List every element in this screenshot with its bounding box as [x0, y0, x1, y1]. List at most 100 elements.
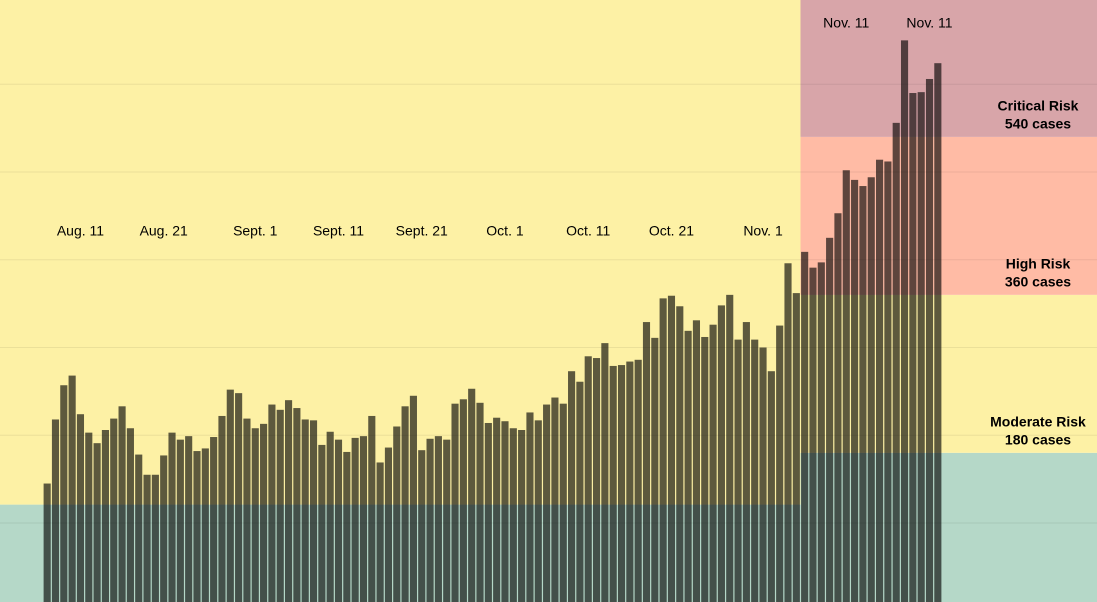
bar	[85, 432, 93, 602]
bar	[459, 399, 467, 602]
bar	[409, 395, 417, 602]
bar	[501, 421, 509, 602]
bar	[659, 298, 667, 602]
bar	[43, 483, 51, 602]
bar	[651, 337, 659, 602]
risk-zone	[800, 294, 1097, 453]
bar	[218, 415, 226, 602]
bar	[251, 428, 259, 602]
bar	[168, 432, 176, 602]
bar	[592, 358, 601, 602]
bar	[309, 420, 318, 602]
risk-zone	[800, 136, 1097, 295]
bar	[51, 419, 60, 602]
bar	[559, 403, 567, 602]
bar	[509, 428, 517, 602]
bar	[601, 343, 609, 602]
bar	[476, 402, 484, 602]
bar	[101, 430, 109, 602]
bar	[93, 443, 101, 602]
zone-low	[800, 452, 1097, 602]
bar	[667, 295, 676, 602]
bar	[484, 422, 492, 602]
bar	[534, 420, 542, 602]
bar	[359, 436, 368, 602]
bar	[393, 426, 401, 602]
x-tick-label: Oct. 11	[566, 223, 610, 239]
bar	[884, 161, 892, 602]
bar	[401, 406, 409, 602]
bar	[185, 436, 193, 602]
bar	[334, 439, 343, 602]
bar	[826, 237, 834, 602]
risk-name: High Risk	[1006, 256, 1071, 272]
bar	[226, 389, 234, 602]
bar	[210, 437, 218, 602]
bar	[892, 122, 900, 602]
x-tick-label: Oct. 1	[486, 223, 524, 239]
bar	[626, 361, 634, 602]
bar	[909, 93, 917, 602]
bar	[684, 330, 692, 602]
x-tick-label: Sept. 11	[313, 223, 364, 239]
bar	[634, 359, 642, 602]
bar	[701, 336, 709, 602]
bar	[709, 324, 717, 602]
bar	[809, 267, 817, 602]
bar	[318, 444, 326, 602]
bar	[876, 159, 884, 602]
risk-label: 360 cases	[1005, 274, 1071, 290]
bar	[851, 179, 859, 602]
bar	[118, 406, 126, 602]
bar	[235, 393, 243, 602]
bar	[260, 423, 268, 602]
x-tick-label: Nov. 11	[823, 15, 869, 31]
x-tick-label: Nov. 11	[906, 15, 952, 31]
bar	[384, 447, 393, 602]
bar	[526, 412, 534, 602]
x-tick-label: Aug. 21	[140, 223, 188, 239]
risk-zone	[800, 0, 1097, 137]
bar	[301, 419, 309, 602]
bar	[126, 428, 134, 602]
bar	[842, 170, 850, 602]
bar	[143, 474, 151, 602]
bar	[268, 404, 276, 602]
risk-label: 540 cases	[1005, 116, 1071, 132]
bar	[451, 403, 459, 602]
bar	[201, 448, 209, 602]
bar	[568, 371, 576, 602]
bar	[817, 262, 825, 602]
bar	[751, 339, 759, 602]
bar	[742, 322, 750, 602]
bar	[792, 293, 800, 602]
bar	[576, 381, 584, 602]
bar	[609, 365, 617, 602]
bar	[434, 436, 442, 602]
bar	[193, 451, 201, 602]
bar	[243, 418, 251, 602]
bar	[934, 63, 942, 602]
x-tick-label: Oct. 21	[649, 223, 694, 239]
bar	[443, 439, 451, 602]
bar	[551, 397, 559, 602]
bar	[376, 462, 384, 602]
bar	[734, 339, 742, 602]
bar	[343, 451, 351, 602]
bar	[925, 78, 934, 602]
bar	[68, 375, 76, 602]
x-tick-label: Sept. 21	[396, 223, 448, 239]
bar	[151, 474, 159, 602]
risk-label: 180 cases	[1005, 432, 1071, 448]
bar	[726, 294, 734, 602]
bar	[584, 356, 592, 602]
x-tick-label: Sept. 1	[233, 223, 278, 239]
bar	[176, 439, 184, 602]
bar	[135, 454, 143, 602]
x-tick-label: Aug. 11	[57, 223, 104, 239]
bar	[717, 305, 725, 602]
bar	[784, 263, 792, 602]
bar	[759, 347, 767, 602]
bar	[917, 92, 925, 602]
bar	[900, 40, 909, 602]
